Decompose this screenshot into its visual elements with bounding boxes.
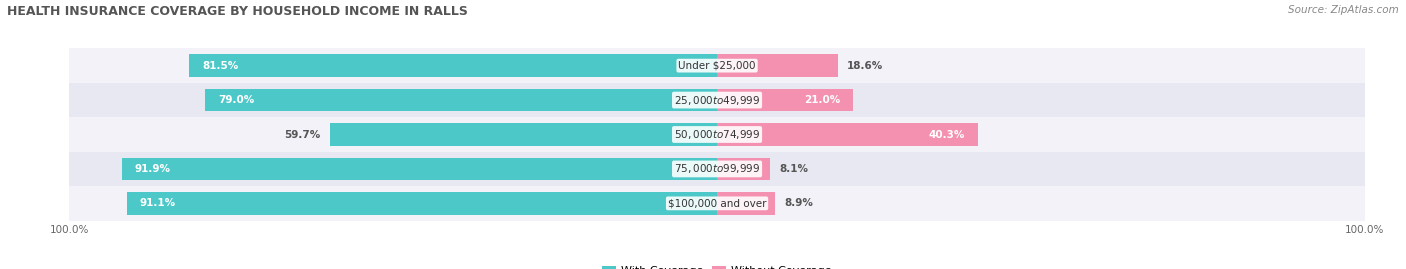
- Text: 8.9%: 8.9%: [785, 198, 813, 208]
- Text: 81.5%: 81.5%: [202, 61, 238, 71]
- Text: 21.0%: 21.0%: [804, 95, 841, 105]
- Bar: [127, 192, 717, 215]
- Text: 79.0%: 79.0%: [218, 95, 254, 105]
- Bar: [717, 158, 769, 180]
- Bar: [69, 83, 1365, 117]
- Bar: [188, 54, 717, 77]
- Bar: [717, 54, 838, 77]
- Text: HEALTH INSURANCE COVERAGE BY HOUSEHOLD INCOME IN RALLS: HEALTH INSURANCE COVERAGE BY HOUSEHOLD I…: [7, 5, 468, 18]
- Text: 40.3%: 40.3%: [929, 129, 965, 140]
- Text: 18.6%: 18.6%: [848, 61, 883, 71]
- Text: 91.1%: 91.1%: [139, 198, 176, 208]
- Text: $75,000 to $99,999: $75,000 to $99,999: [673, 162, 761, 175]
- Bar: [122, 158, 717, 180]
- Text: 91.9%: 91.9%: [135, 164, 170, 174]
- Text: 59.7%: 59.7%: [284, 129, 321, 140]
- Bar: [69, 48, 1365, 83]
- Legend: With Coverage, Without Coverage: With Coverage, Without Coverage: [598, 261, 837, 269]
- Bar: [717, 89, 853, 111]
- Text: 8.1%: 8.1%: [779, 164, 808, 174]
- Bar: [69, 152, 1365, 186]
- Text: $50,000 to $74,999: $50,000 to $74,999: [673, 128, 761, 141]
- Text: Under $25,000: Under $25,000: [678, 61, 756, 71]
- Bar: [205, 89, 717, 111]
- Text: $25,000 to $49,999: $25,000 to $49,999: [673, 94, 761, 107]
- Text: $100,000 and over: $100,000 and over: [668, 198, 766, 208]
- Bar: [69, 186, 1365, 221]
- Bar: [717, 192, 775, 215]
- Text: Source: ZipAtlas.com: Source: ZipAtlas.com: [1288, 5, 1399, 15]
- Bar: [69, 117, 1365, 152]
- Bar: [330, 123, 717, 146]
- Bar: [717, 123, 979, 146]
